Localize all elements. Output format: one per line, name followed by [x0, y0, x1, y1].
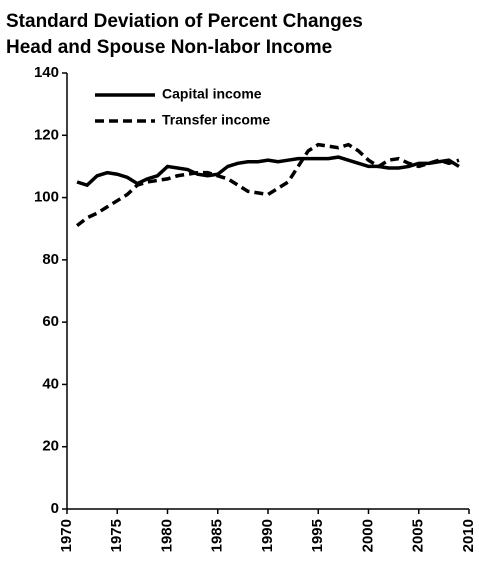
y-tick-label: 100 [34, 189, 59, 206]
chart-title: Head and Spouse Non-labor Income [6, 37, 332, 58]
line-series [75, 142, 460, 227]
y-tick-label: 120 [34, 126, 59, 143]
y-tick-label: 60 [42, 313, 59, 330]
x-tick-label: 1970 [58, 519, 75, 552]
y-tick-label: 80 [42, 251, 59, 268]
x-tick-label: 1985 [209, 519, 226, 552]
y-tick-label: 0 [51, 500, 59, 517]
x-tick-label: 1990 [259, 519, 276, 552]
x-tick-label: 2005 [410, 519, 427, 552]
x-tick-label: 1995 [309, 519, 326, 552]
chart-title: Standard Deviation of Percent Changes [6, 11, 363, 32]
legend-label: Transfer income [162, 112, 270, 128]
x-tick-label: 2010 [460, 519, 477, 552]
y-tick-label: 140 [34, 64, 59, 81]
legend-label: Capital income [162, 86, 262, 102]
line-series [76, 155, 460, 188]
y-tick-label: 40 [42, 375, 59, 392]
x-tick-label: 2000 [359, 519, 376, 552]
x-tick-label: 1975 [108, 519, 125, 552]
y-tick-label: 20 [42, 438, 59, 455]
x-tick-label: 1980 [158, 519, 175, 552]
